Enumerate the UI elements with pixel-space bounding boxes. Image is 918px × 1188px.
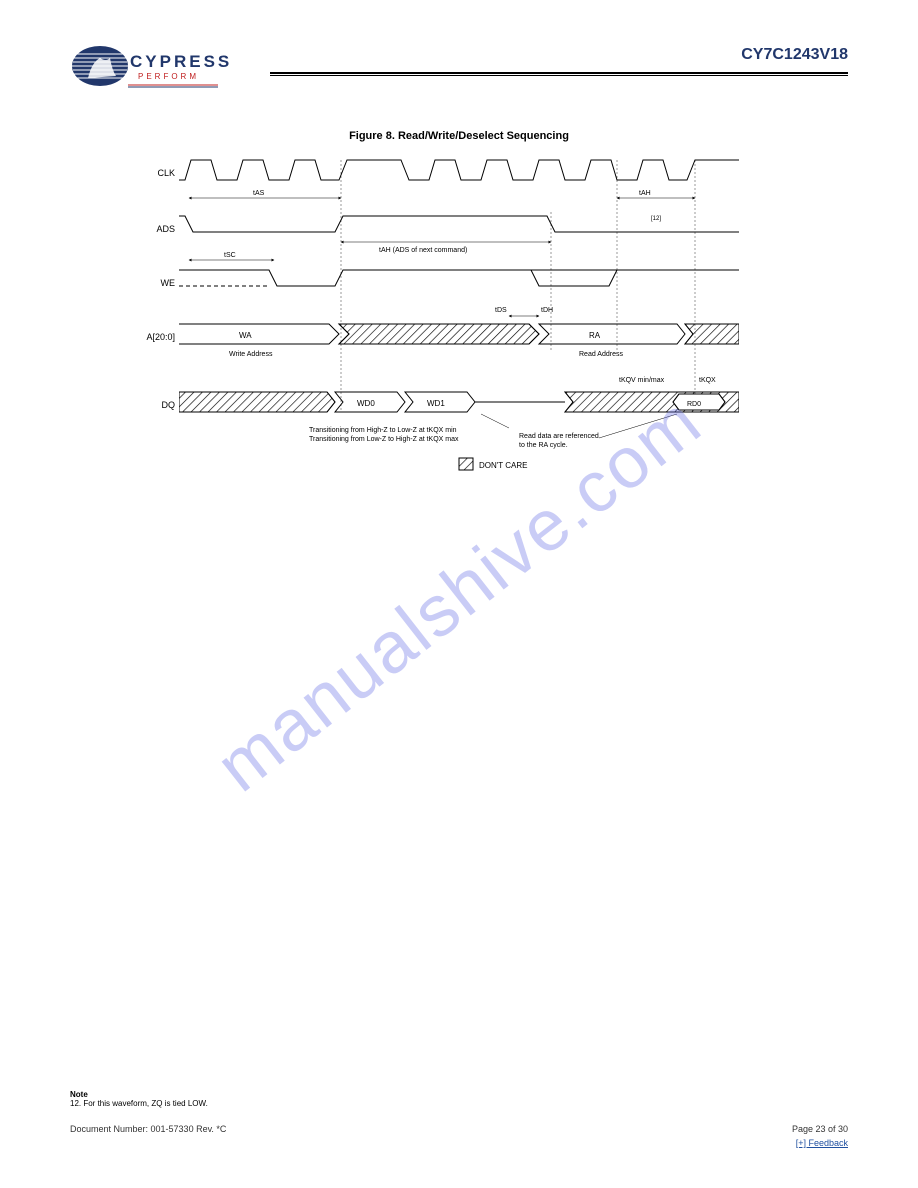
- t-sc-label: tSC: [224, 252, 236, 259]
- label-dq: DQ: [103, 400, 175, 410]
- clk-waveform: [179, 160, 739, 180]
- legend-label: DON'T CARE: [479, 461, 528, 470]
- t-as-label: tAS: [253, 190, 265, 197]
- figure-caption: Figure 8. Read/Write/Deselect Sequencing: [70, 130, 848, 142]
- note-read: Read data are referenced to the RA cycle…: [519, 433, 601, 449]
- tds-label: tDS: [495, 307, 507, 314]
- label-addr: A[20:0]: [103, 332, 175, 342]
- note-hiz: Transitioning from High-Z to Low-Z at tK…: [309, 427, 459, 443]
- page-header: CYPRESS PERFORM CY7C1243V18: [70, 40, 848, 100]
- label-clk: CLK: [103, 168, 175, 178]
- tkqv-label: tKQV min/max: [619, 377, 665, 384]
- doc-number: Document Number: 001-57330 Rev. *C: [70, 1124, 226, 1134]
- ra-label: RA: [589, 331, 601, 340]
- timing-svg: tAS tAH (ADS of next command) tAH tSC: [179, 152, 739, 492]
- logo-brand-text: CYPRESS: [130, 52, 232, 72]
- footnote-text: 12. For this waveform, ZQ is tied LOW.: [70, 1099, 208, 1108]
- feedback-link[interactable]: [+] Feedback: [796, 1138, 848, 1148]
- addr-bus: [179, 324, 739, 344]
- tkqx-label: tKQX: [699, 377, 716, 384]
- page-number: Page 23 of 30: [792, 1124, 848, 1134]
- logo-chip-icon: [70, 44, 130, 88]
- logo-rule: [128, 84, 218, 88]
- timing-diagram: CLK ADS WE A[20:0] DQ: [179, 152, 739, 492]
- rd0-label: RD0: [687, 401, 701, 408]
- label-ads: ADS: [103, 224, 175, 234]
- t-ah2-label: tAH: [639, 190, 651, 197]
- header-rule: [270, 72, 848, 76]
- wa-long: Write Address: [229, 351, 273, 358]
- tdh-label: tDH: [541, 307, 553, 314]
- cypress-logo: CYPRESS PERFORM: [70, 40, 210, 100]
- logo-tagline: PERFORM: [138, 72, 199, 81]
- ra-long: Read Address: [579, 351, 623, 358]
- we-waveform: [179, 270, 739, 286]
- label-we: WE: [103, 278, 175, 288]
- part-number: CY7C1243V18: [741, 46, 848, 64]
- footnote-block: Note 12. For this waveform, ZQ is tied L…: [70, 1090, 208, 1108]
- t-ah1-label: tAH (ADS of next command): [379, 247, 467, 254]
- footnote-heading: Note: [70, 1090, 208, 1099]
- wd0-label: WD0: [357, 399, 375, 408]
- page-footer: Document Number: 001-57330 Rev. *C Page …: [70, 1124, 848, 1148]
- footnote-marker: [12]: [651, 216, 661, 222]
- wd1-label: WD1: [427, 399, 445, 408]
- dq-bus: [179, 392, 739, 412]
- wa-label: WA: [239, 331, 252, 340]
